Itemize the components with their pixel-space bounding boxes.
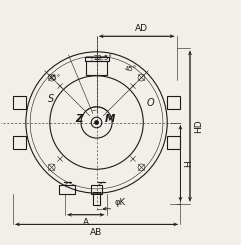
Bar [91, 185, 102, 194]
Text: O: O [147, 98, 154, 108]
Bar [167, 96, 181, 109]
Text: 45°: 45° [125, 66, 137, 72]
Text: HD: HD [194, 119, 203, 133]
Text: AB: AB [90, 228, 103, 237]
Bar [13, 96, 26, 109]
Text: Z: Z [75, 114, 82, 124]
Text: φK: φK [114, 198, 126, 207]
Text: 22.5°: 22.5° [93, 55, 112, 61]
Text: AD: AD [135, 24, 148, 33]
Text: H: H [184, 160, 193, 167]
Circle shape [95, 121, 98, 124]
Bar [94, 192, 100, 205]
Bar [86, 61, 107, 74]
Bar [167, 136, 181, 149]
Text: A: A [83, 218, 89, 227]
Text: 45°: 45° [48, 75, 61, 81]
Bar [85, 57, 108, 61]
Bar [13, 136, 26, 149]
Text: S: S [48, 94, 54, 104]
Text: M: M [105, 114, 115, 124]
Bar [59, 185, 75, 194]
